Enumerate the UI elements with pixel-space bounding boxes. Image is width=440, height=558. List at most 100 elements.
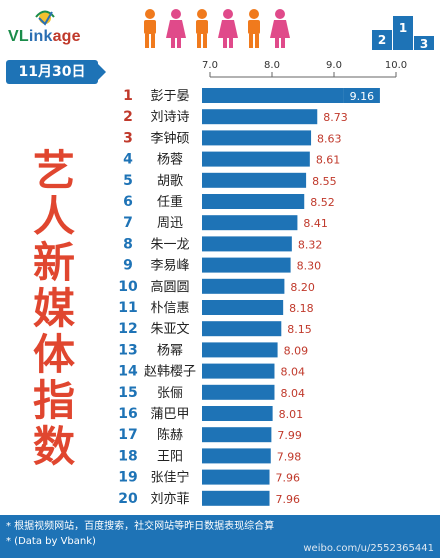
value-label: 7.96 xyxy=(276,493,301,506)
rank-label: 20 xyxy=(118,491,138,507)
rank-label: 9 xyxy=(123,258,133,274)
value-label: 8.09 xyxy=(284,344,309,357)
value-label: 8.63 xyxy=(317,132,342,145)
value-label: 8.52 xyxy=(310,196,335,209)
name-label: 李易峰 xyxy=(150,259,189,274)
emblem-icon xyxy=(35,10,55,26)
name-label: 刘亦菲 xyxy=(150,491,189,507)
value-tag xyxy=(343,88,380,103)
name-label: 刘诗诗 xyxy=(150,110,189,125)
name-label: 张俪 xyxy=(157,386,183,401)
bar xyxy=(202,321,282,337)
rank-label: 3 xyxy=(123,130,133,146)
bar xyxy=(202,469,270,485)
rank-label: 4 xyxy=(123,152,133,168)
people-icons xyxy=(144,9,290,48)
watermark: weibo.com/u/2552365441 xyxy=(303,543,434,554)
bar xyxy=(202,172,307,188)
title-char: 媒 xyxy=(32,284,75,333)
name-label: 赵韩樱子 xyxy=(144,364,196,380)
title-char: 数 xyxy=(32,422,75,471)
bar xyxy=(202,236,292,252)
name-label: 蒲巴甲 xyxy=(150,407,189,422)
bar xyxy=(202,448,271,464)
value-label: 7.96 xyxy=(276,472,301,485)
name-label: 张佳宁 xyxy=(150,470,189,486)
value-label: 8.55 xyxy=(312,175,337,188)
tick-label: 10.0 xyxy=(385,60,407,71)
bar xyxy=(202,300,284,315)
name-label: 胡歌 xyxy=(157,174,183,189)
title-char: 人 xyxy=(32,192,75,241)
bar xyxy=(202,130,312,146)
person-icon-6 xyxy=(270,9,290,48)
name-label: 杨蓉 xyxy=(157,153,183,168)
bar xyxy=(202,278,285,294)
footer-note-1: * 根据视频网站，百度搜索，社交网站等昨日数据表现综合算 xyxy=(6,521,275,532)
bar xyxy=(202,257,291,273)
title-char: 新 xyxy=(32,238,75,287)
title-char: 指 xyxy=(32,376,75,425)
value-label: 8.01 xyxy=(279,408,304,421)
rank-label: 12 xyxy=(118,321,137,337)
person-icon-4 xyxy=(218,9,238,48)
svg-text:1: 1 xyxy=(399,21,407,35)
rank-label: 1 xyxy=(123,88,133,104)
vlinkage-logo: VLinkage xyxy=(8,8,128,50)
rank-label: 8 xyxy=(123,236,133,252)
name-label: 彭于晏 xyxy=(150,89,189,104)
bar xyxy=(202,88,344,103)
value-label: 8.04 xyxy=(280,387,305,400)
rank-label: 10 xyxy=(118,279,138,295)
person-icon-1 xyxy=(144,9,156,48)
name-label: 朱一龙 xyxy=(150,237,189,252)
name-label: 朱亚文 xyxy=(150,322,189,337)
title-char: 体 xyxy=(32,330,75,379)
rank-label: 7 xyxy=(123,215,133,231)
rank-label: 14 xyxy=(118,364,138,380)
name-label: 陈赫 xyxy=(157,427,183,443)
bar xyxy=(202,427,272,443)
bar xyxy=(202,194,305,209)
value-label: 8.61 xyxy=(316,154,341,167)
ranking-bar-chart: 7.0 8.0 9.0 10.0 1 彭于晏 9.16 2 刘诗诗 8.73 3 李钟硕 8.63 4 杨蓉… xyxy=(118,60,407,507)
value-label: 7.99 xyxy=(277,429,302,442)
svg-text:3: 3 xyxy=(420,37,428,50)
rank-label: 19 xyxy=(118,470,137,486)
value-label: 8.30 xyxy=(297,260,322,273)
name-label: 高圆圆 xyxy=(150,279,189,295)
person-icon-5 xyxy=(248,9,260,48)
name-label: 李钟硕 xyxy=(150,130,189,146)
bar xyxy=(202,363,275,379)
value-label: 8.20 xyxy=(290,281,315,294)
rank-label: 11 xyxy=(118,300,137,316)
rank-label: 17 xyxy=(118,427,137,443)
tick-label: 7.0 xyxy=(202,60,218,71)
bar xyxy=(202,490,270,506)
rank-label: 13 xyxy=(118,342,137,358)
rank-label: 15 xyxy=(118,385,137,401)
title-char: 艺 xyxy=(32,146,75,195)
value-label: 7.98 xyxy=(277,450,302,463)
footer-note-2: * (Data by Vbank) xyxy=(6,536,96,547)
podium-icon: 2 1 3 xyxy=(372,16,434,50)
value-label: 8.32 xyxy=(298,238,323,251)
name-label: 王阳 xyxy=(157,449,183,464)
rank-label: 2 xyxy=(123,109,133,125)
vertical-title: 艺 人 新 媒 体 指 数 xyxy=(26,148,82,470)
bar xyxy=(202,342,278,358)
name-label: 朴信惠 xyxy=(150,301,189,316)
value-label: 8.04 xyxy=(280,366,305,379)
date-badge: 11月30日 xyxy=(6,60,106,84)
name-label: 杨幂 xyxy=(157,343,183,358)
rank-label: 16 xyxy=(118,406,137,422)
rank-label: 5 xyxy=(123,173,133,189)
brand-name: VLinkage xyxy=(8,28,81,45)
name-label: 任重 xyxy=(157,194,183,210)
value-label: 9.16 xyxy=(350,90,375,103)
rank-label: 18 xyxy=(118,448,137,464)
footer: * 根据视频网站，百度搜索，社交网站等昨日数据表现综合算 * (Data by … xyxy=(0,515,440,558)
rank-label: 6 xyxy=(123,194,133,210)
bar xyxy=(202,406,273,421)
tick-label: 9.0 xyxy=(326,60,342,71)
